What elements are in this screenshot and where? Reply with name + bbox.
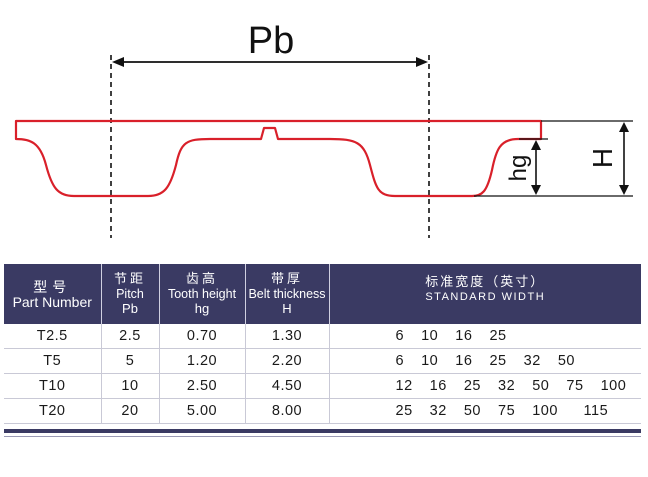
thickness-label: H bbox=[587, 148, 618, 168]
belt-outline bbox=[14, 119, 543, 198]
header-tooth-height-sym: hg bbox=[194, 301, 210, 316]
header-pitch: 节距 Pitch Pb bbox=[101, 264, 160, 324]
cell-part: T5 bbox=[4, 348, 102, 374]
cell-widths: 6 10 16 25 bbox=[329, 324, 641, 349]
header-belt-thickness-cn: 带厚 bbox=[270, 271, 303, 286]
table-header-row: 型号 Part Number 节距 Pitch Pb 齿高 Tooth heig… bbox=[4, 264, 641, 324]
header-pitch-en: Pitch bbox=[116, 287, 144, 301]
cell-tooth-height: 0.70 bbox=[159, 324, 246, 349]
header-part-number: 型号 Part Number bbox=[4, 264, 102, 324]
thickness-dimension bbox=[541, 120, 633, 197]
table-row: T20 20 5.00 8.00 25 32 50 75 100 115 bbox=[4, 398, 641, 424]
belt-profile-diagram: Pb hg H bbox=[14, 20, 633, 238]
cell-part: T2.5 bbox=[4, 324, 102, 349]
header-tooth-height-en: Tooth height bbox=[167, 287, 237, 301]
header-tooth-height: 齿高 Tooth height hg bbox=[159, 264, 246, 324]
cell-thickness: 2.20 bbox=[245, 348, 330, 374]
header-standard-width-cn: 标准宽度（英寸） bbox=[425, 274, 546, 289]
table-bottom-rule bbox=[4, 429, 641, 433]
header-belt-thickness: 带厚 Belt thickness H bbox=[245, 264, 330, 324]
header-pitch-cn: 节距 bbox=[113, 271, 146, 286]
table-row: T5 5 1.20 2.20 6 10 16 25 32 50 bbox=[4, 348, 641, 374]
header-standard-width-en: STANDARD WIDTH bbox=[425, 291, 546, 303]
cell-tooth-height: 2.50 bbox=[159, 373, 246, 399]
header-pitch-sym: Pb bbox=[122, 301, 138, 316]
tooth-height-dimension bbox=[474, 138, 548, 197]
cell-thickness: 4.50 bbox=[245, 373, 330, 399]
table-row: T2.5 2.5 0.70 1.30 6 10 16 25 bbox=[4, 324, 641, 349]
cell-part: T20 bbox=[4, 398, 102, 424]
tooth-height-label: hg bbox=[505, 155, 532, 182]
table-bottom-rule-thin bbox=[4, 436, 641, 437]
header-belt-thickness-sym: H bbox=[282, 301, 292, 316]
cell-pitch: 10 bbox=[101, 373, 160, 399]
header-tooth-height-cn: 齿高 bbox=[185, 271, 218, 286]
cell-tooth-height: 1.20 bbox=[159, 348, 246, 374]
cell-widths: 12 16 25 32 50 75 100 bbox=[329, 373, 641, 399]
cell-part: T10 bbox=[4, 373, 102, 399]
pitch-label: Pb bbox=[248, 20, 294, 62]
cell-pitch: 20 bbox=[101, 398, 160, 424]
cell-thickness: 8.00 bbox=[245, 398, 330, 424]
header-standard-width: 标准宽度（英寸） STANDARD WIDTH bbox=[329, 264, 641, 324]
cell-widths: 6 10 16 25 32 50 bbox=[329, 348, 641, 374]
cell-tooth-height: 5.00 bbox=[159, 398, 246, 424]
specification-table: 型号 Part Number 节距 Pitch Pb 齿高 Tooth heig… bbox=[4, 264, 641, 424]
header-part-number-cn: 型号 bbox=[33, 279, 72, 295]
table-row: T10 10 2.50 4.50 12 16 25 32 50 75 100 bbox=[4, 373, 641, 399]
header-part-number-en: Part Number bbox=[12, 294, 92, 310]
pitch-dimension-arrow bbox=[112, 57, 428, 67]
cell-thickness: 1.30 bbox=[245, 324, 330, 349]
cell-widths: 25 32 50 75 100 115 bbox=[329, 398, 641, 424]
header-belt-thickness-en: Belt thickness bbox=[248, 287, 326, 301]
cell-pitch: 5 bbox=[101, 348, 160, 374]
cell-pitch: 2.5 bbox=[101, 324, 160, 349]
